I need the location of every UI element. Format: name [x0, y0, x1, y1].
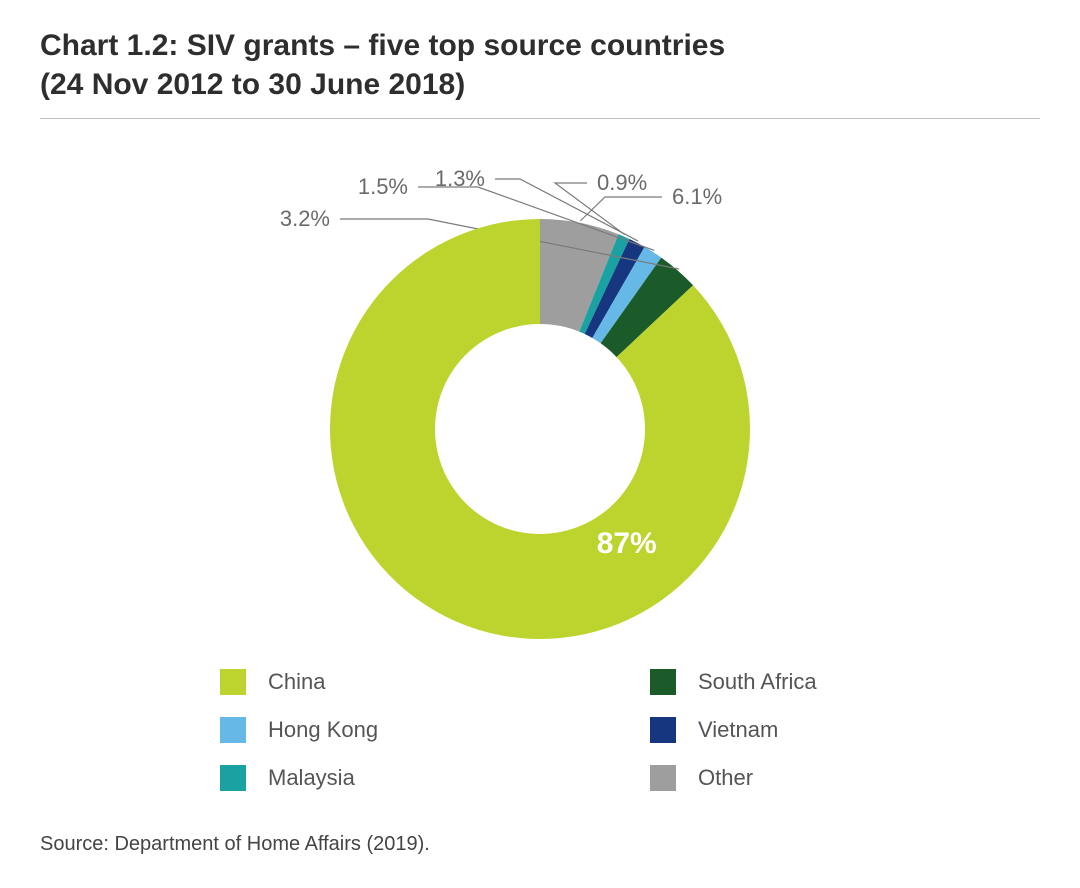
legend: China South Africa Hong Kong Vietnam Malaysi… — [220, 669, 860, 791]
legend-item-hong-kong: Hong Kong — [220, 717, 430, 743]
legend-swatch — [220, 669, 246, 695]
slice-label-hong-kong: 1.5% — [358, 174, 408, 199]
legend-label: China — [268, 669, 325, 695]
slice-label-malaysia: 0.9% — [597, 170, 647, 195]
legend-label: Other — [698, 765, 753, 791]
legend-label: South Africa — [698, 669, 817, 695]
legend-swatch — [220, 765, 246, 791]
chart-title: Chart 1.2: SIV grants – five top source … — [40, 26, 1040, 104]
legend-label: Hong Kong — [268, 717, 378, 743]
legend-swatch — [650, 717, 676, 743]
legend-swatch — [650, 669, 676, 695]
legend-item-other: Other — [650, 765, 860, 791]
slice-label-other: 6.1% — [672, 184, 722, 209]
slice-label-south-africa: 3.2% — [280, 206, 330, 231]
legend-swatch — [650, 765, 676, 791]
donut-chart: 6.1%0.9%1.3%1.5%3.2%87% — [40, 129, 1040, 649]
source-text: Source: Department of Home Affairs (2019… — [40, 833, 1040, 856]
legend-swatch — [220, 717, 246, 743]
legend-item-vietnam: Vietnam — [650, 717, 860, 743]
legend-item-china: China — [220, 669, 430, 695]
legend-item-south-africa: South Africa — [650, 669, 860, 695]
slice-label-china: 87% — [597, 527, 657, 560]
title-line-1: Chart 1.2: SIV grants – five top source … — [40, 29, 725, 62]
legend-label: Malaysia — [268, 765, 355, 791]
title-line-2: (24 Nov 2012 to 30 June 2018) — [40, 68, 465, 101]
legend-item-malaysia: Malaysia — [220, 765, 430, 791]
title-rule — [40, 118, 1040, 119]
legend-label: Vietnam — [698, 717, 778, 743]
